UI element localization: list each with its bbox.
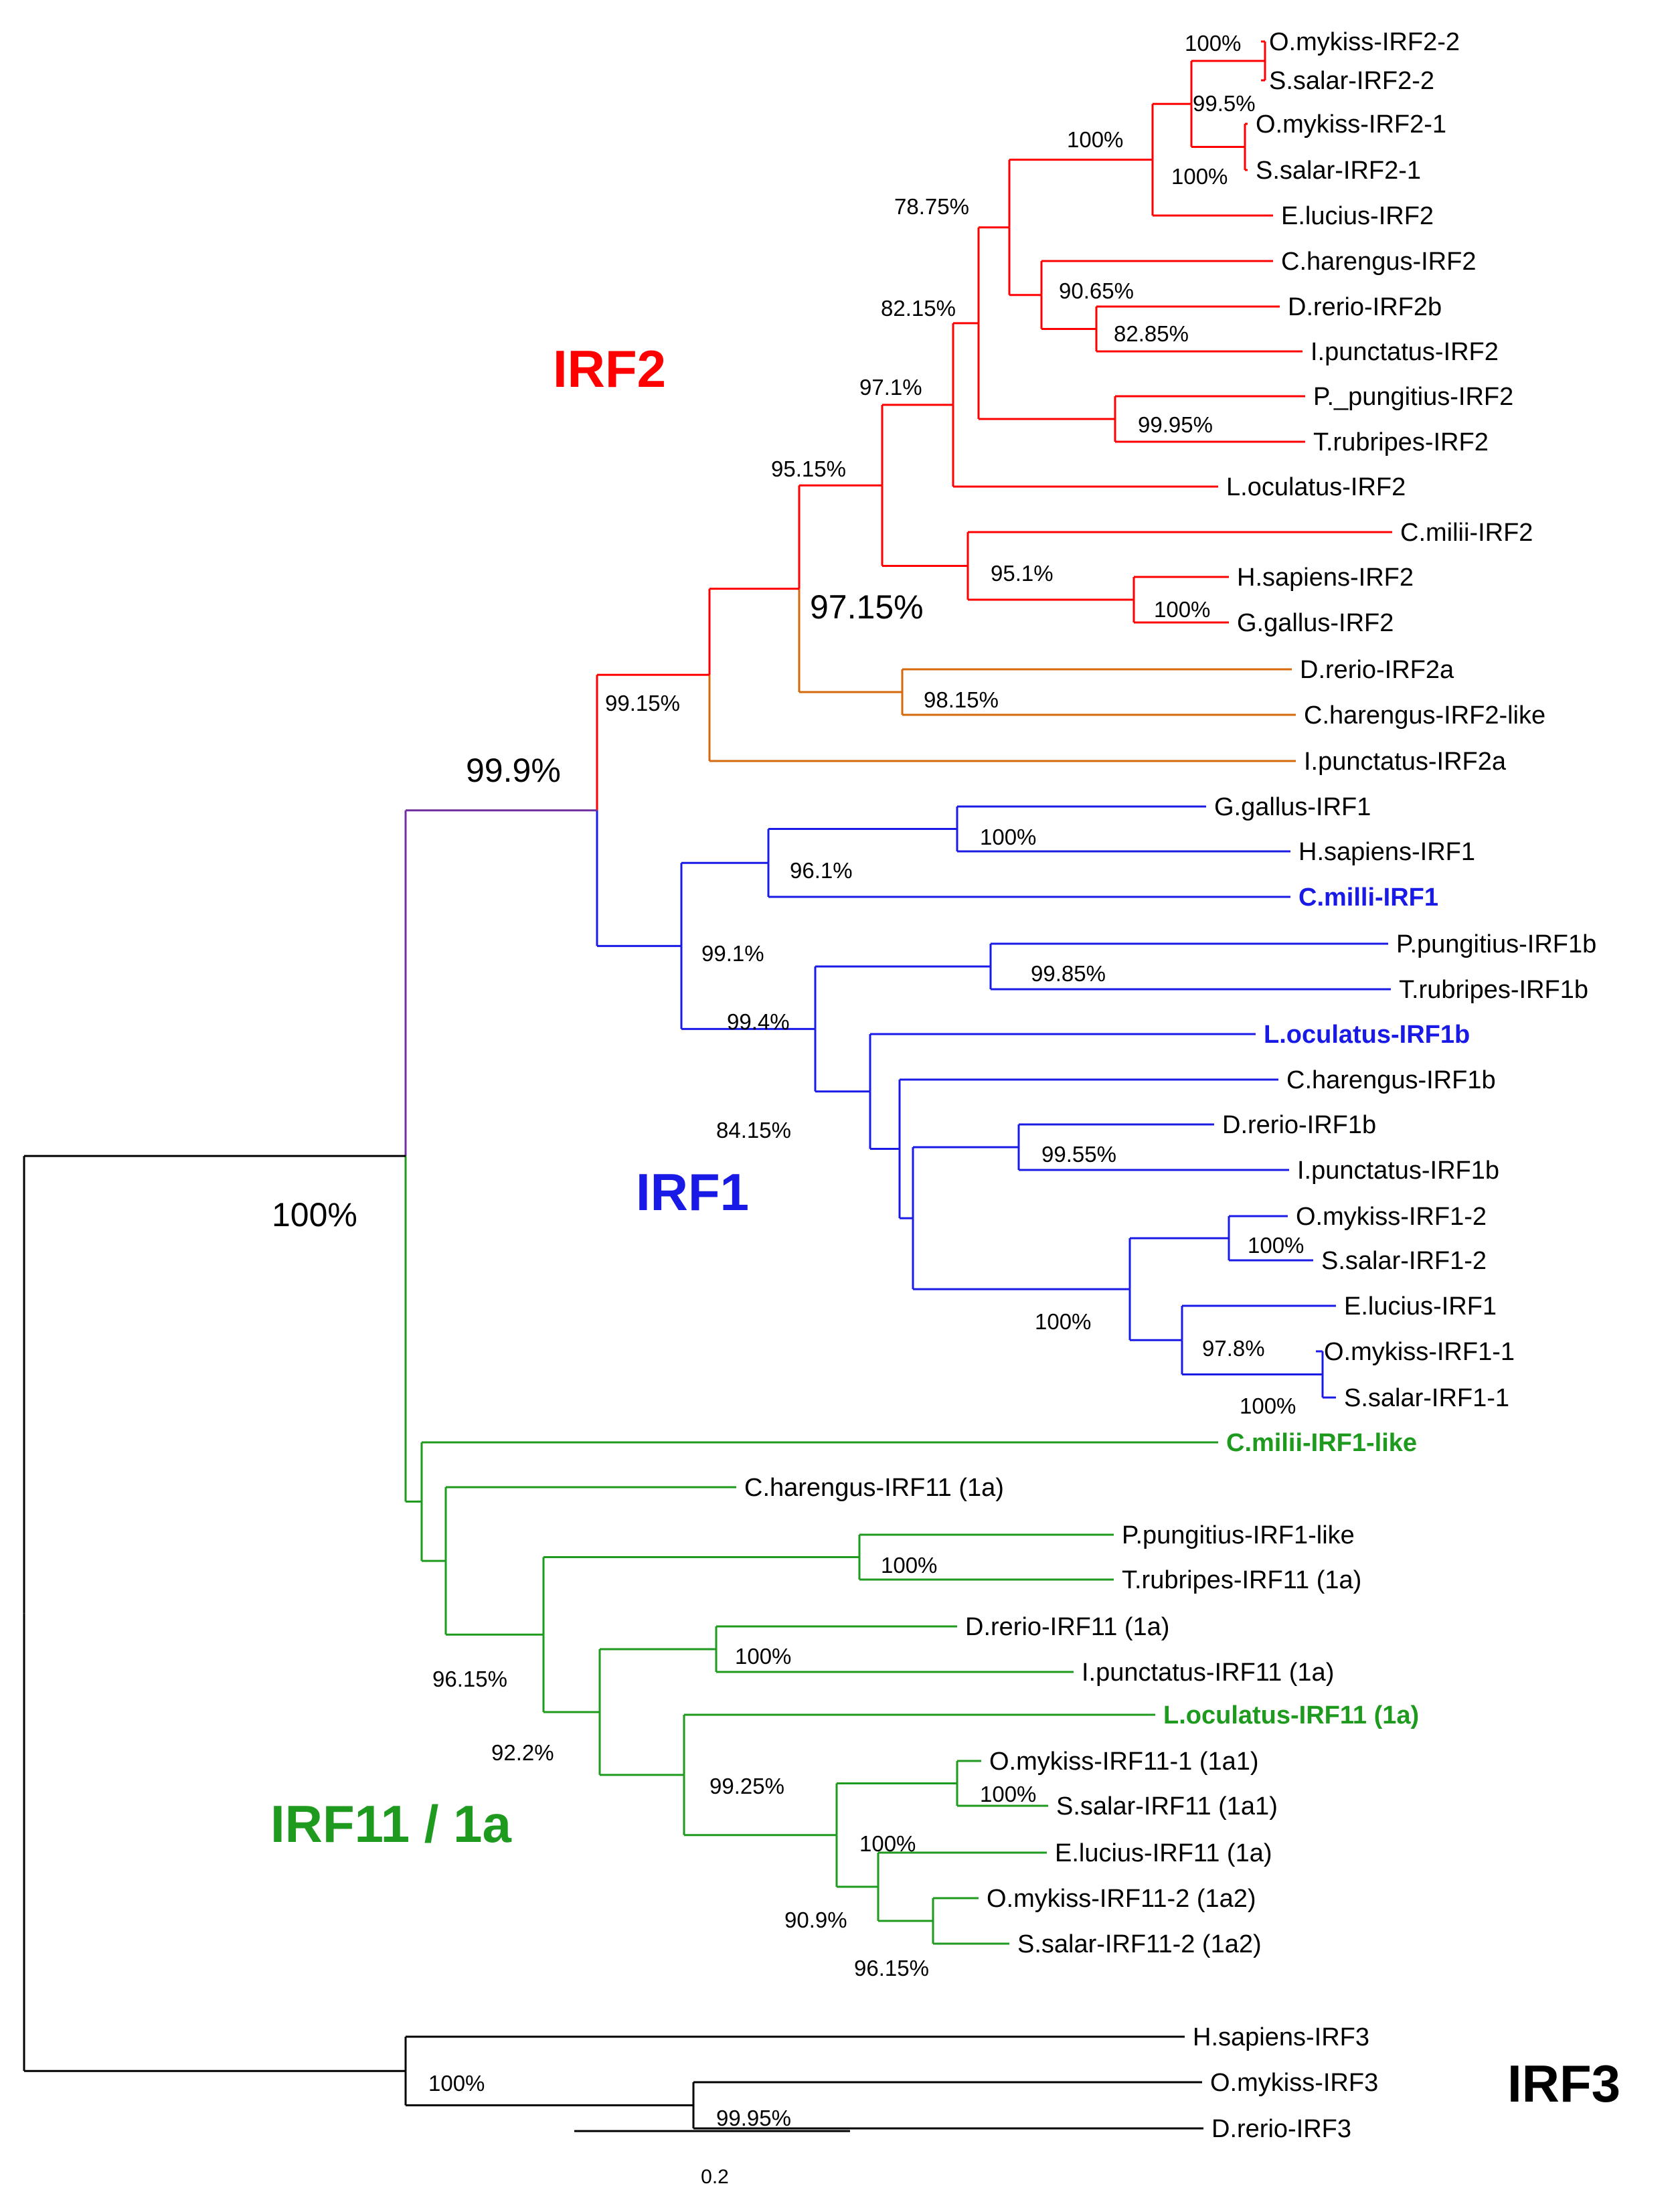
bootstrap-support-label: 96.15% (432, 1667, 507, 1691)
taxon-label: E.lucius-IRF1 (1344, 1292, 1497, 1321)
bootstrap-support-label: 92.2% (491, 1740, 554, 1765)
bootstrap-support-label: 100% (1154, 597, 1210, 622)
taxon-label: O.mykiss-IRF1-2 (1296, 1203, 1487, 1231)
taxon-label: D.rerio-IRF3 (1211, 2115, 1351, 2143)
clade-label: IRF2 (553, 339, 666, 398)
taxon-label: I.punctatus-IRF1b (1297, 1157, 1499, 1185)
taxon-label: H.sapiens-IRF1 (1298, 838, 1475, 866)
taxon-label: O.mykiss-IRF2-1 (1256, 110, 1446, 139)
bootstrap-support-label: 100% (881, 1553, 937, 1578)
taxon-label: P._pungitius-IRF2 (1313, 383, 1513, 411)
taxon-label: C.milii-IRF1-like (1226, 1429, 1417, 1457)
taxon-label: D.rerio-IRF11 (1a) (965, 1613, 1169, 1641)
bootstrap-support-label: 97.8% (1202, 1336, 1265, 1361)
bootstrap-support-label: 100% (980, 825, 1036, 849)
bootstrap-support-label: 100% (1171, 164, 1228, 189)
tree-branches (23, 40, 1392, 2130)
bootstrap-support-label: 96.1% (790, 858, 853, 883)
bootstrap-support-label: 100% (859, 1831, 916, 1856)
taxon-label: C.milii-IRF2 (1400, 519, 1533, 547)
scale-bar: 0.2 (574, 2130, 850, 2188)
bootstrap-support-label: 99.4% (727, 1009, 790, 1034)
taxon-label: O.mykiss-IRF1-1 (1324, 1338, 1515, 1366)
taxon-label: S.salar-IRF2-1 (1256, 157, 1421, 185)
bootstrap-support-label: 100% (1185, 31, 1241, 56)
bootstrap-support-label: 95.15% (771, 456, 846, 481)
bootstrap-support-label: 99.55% (1041, 1142, 1116, 1167)
taxon-label: O.mykiss-IRF2-2 (1269, 28, 1460, 56)
bootstrap-support-label: 90.9% (784, 1908, 847, 1932)
bootstrap-support-label: 99.95% (1138, 412, 1213, 437)
taxon-label: I.punctatus-IRF2a (1304, 748, 1507, 776)
taxon-label: T.rubripes-IRF2 (1313, 428, 1489, 456)
bootstrap-support-label: 100% (1067, 127, 1123, 152)
taxon-label: T.rubripes-IRF11 (1a) (1122, 1566, 1361, 1594)
taxon-label: I.punctatus-IRF11 (1a) (1082, 1659, 1334, 1687)
taxon-label: O.mykiss-IRF11-1 (1a1) (989, 1748, 1259, 1776)
bootstrap-support-label: 82.15% (881, 296, 956, 321)
bootstrap-support-label: 99.85% (1031, 961, 1106, 986)
taxon-label: D.rerio-IRF1b (1222, 1111, 1376, 1139)
scale-bar-label: 0.2 (701, 2166, 729, 2188)
taxon-label: C.harengus-IRF2 (1281, 248, 1476, 276)
bootstrap-support-label: 84.15% (716, 1118, 791, 1143)
clade-labels: IRF2 IRF1 IRF11 / 1a IRF3 (270, 339, 1620, 2113)
bootstrap-support-label: 99.95% (716, 2106, 791, 2130)
taxon-label: O.mykiss-IRF3 (1210, 2069, 1378, 2097)
bootstrap-support-label: 82.85% (1114, 321, 1189, 346)
taxon-label: C.milli-IRF1 (1298, 883, 1438, 912)
bootstrap-support-label: 99.5% (1193, 91, 1256, 116)
taxon-label: T.rubripes-IRF1b (1399, 976, 1588, 1004)
taxon-label: P.pungitius-IRF1b (1396, 930, 1596, 958)
bootstrap-support-label: 98.15% (924, 687, 999, 712)
bootstrap-support-label: 100% (272, 1196, 357, 1234)
taxon-label: L.oculatus-IRF2 (1226, 473, 1406, 501)
taxon-label: H.sapiens-IRF2 (1237, 564, 1414, 592)
bootstrap-support-label: 97.1% (859, 375, 922, 400)
taxon-label: D.rerio-IRF2b (1288, 293, 1442, 321)
taxon-label: S.salar-IRF2-2 (1269, 67, 1434, 95)
taxon-label: H.sapiens-IRF3 (1193, 2023, 1369, 2051)
taxon-label: G.gallus-IRF2 (1237, 609, 1394, 637)
bootstrap-support-label: 100% (1035, 1309, 1091, 1334)
taxon-label: C.harengus-IRF1b (1286, 1066, 1496, 1094)
taxon-label: G.gallus-IRF1 (1214, 793, 1371, 821)
bootstrap-support-label: 99.1% (701, 941, 764, 966)
bootstrap-support-label: 95.1% (991, 561, 1054, 586)
bootstrap-support-label: 100% (1248, 1233, 1304, 1258)
bootstrap-support-label: 100% (1240, 1393, 1296, 1418)
taxon-label: S.salar-IRF1-2 (1321, 1247, 1487, 1275)
clade-label: IRF3 (1507, 2054, 1620, 2113)
bootstrap-support-label: 90.65% (1059, 278, 1134, 303)
taxon-label: C.harengus-IRF2-like (1304, 701, 1545, 730)
bootstrap-support-label: 100% (980, 1782, 1036, 1806)
taxon-label: S.salar-IRF11 (1a1) (1056, 1792, 1278, 1821)
bootstrap-support-label: 96.15% (854, 1956, 929, 1980)
taxon-label: E.lucius-IRF11 (1a) (1055, 1839, 1272, 1867)
bootstrap-support-label: 97.15% (810, 588, 924, 626)
taxon-label: E.lucius-IRF2 (1281, 202, 1434, 230)
support-values: 100% 99.5% 100% 100% 78.75% 90.65% 82.85% 82.15… (272, 31, 1304, 2130)
clade-label: IRF11 / 1a (270, 1794, 511, 1853)
bootstrap-support-label: 99.15% (605, 691, 680, 715)
taxon-label: P.pungitius-IRF1-like (1122, 1521, 1355, 1549)
bootstrap-support-label: 100% (428, 2071, 485, 2096)
bootstrap-support-label: 100% (735, 1644, 791, 1669)
bootstrap-support-label: 99.9% (466, 752, 561, 789)
taxon-label: I.punctatus-IRF2 (1311, 338, 1499, 366)
taxon-label: L.oculatus-IRF11 (1a) (1163, 1701, 1419, 1729)
bootstrap-support-label: 99.25% (709, 1774, 784, 1798)
clade-label: IRF1 (636, 1163, 749, 1221)
taxon-label: S.salar-IRF11-2 (1a2) (1017, 1930, 1262, 1958)
taxon-label: L.oculatus-IRF1b (1264, 1021, 1470, 1049)
taxon-label: D.rerio-IRF2a (1300, 656, 1454, 684)
bootstrap-support-label: 78.75% (894, 194, 969, 219)
taxon-labels: O.mykiss-IRF2-2 S.salar-IRF2-2 O.mykiss-IR… (744, 28, 1596, 2143)
taxon-label: C.harengus-IRF11 (1a) (744, 1474, 1004, 1502)
taxon-label: O.mykiss-IRF11-2 (1a2) (987, 1885, 1256, 1913)
taxon-label: S.salar-IRF1-1 (1344, 1384, 1509, 1412)
